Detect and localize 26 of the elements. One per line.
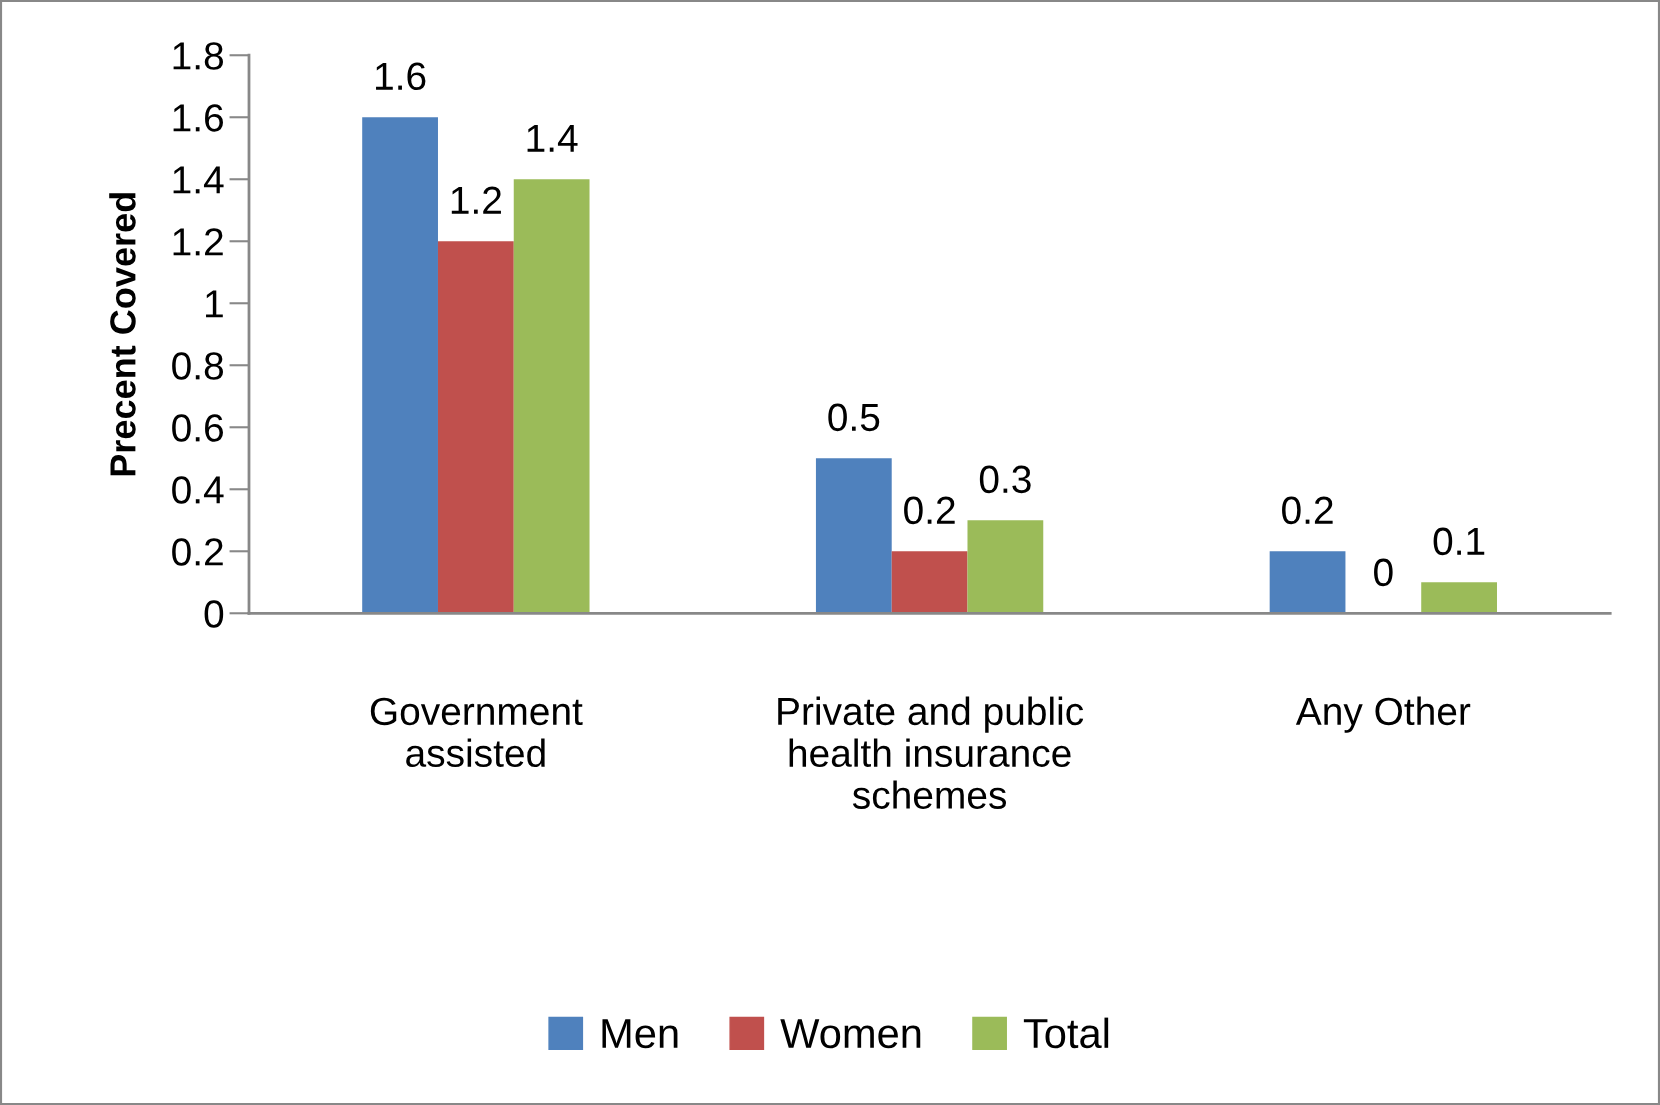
y-tick-label: 1.2 [173, 228, 223, 256]
data-label: 1.2 [451, 186, 501, 214]
y-tick-label: 0.2 [172, 538, 223, 566]
data-label: 0.2 [904, 496, 955, 525]
y-tick-label: 1.6 [173, 104, 223, 132]
y-tick-label: 1.4 [173, 166, 224, 194]
legend-label: Men [602, 1019, 678, 1049]
legend-label: Women [780, 1019, 921, 1049]
y-tick-label: 0.8 [172, 352, 224, 380]
x-tick-label: Any Other [1295, 696, 1471, 733]
y-tick-label: 0.4 [172, 476, 224, 504]
legend-label: Total [1023, 1017, 1109, 1049]
y-tick-label: 1.8 [173, 42, 224, 70]
x-tick-label: Government assisted [370, 697, 583, 768]
data-label: 1.6 [376, 62, 426, 91]
data-label: 0 [1374, 558, 1393, 587]
y-tick-label: 1 [206, 290, 223, 318]
x-tick-label: Private and public health insurance schemes [778, 696, 1084, 809]
data-label: 0.5 [828, 403, 880, 432]
y-axis-title: Precent Covered [109, 193, 136, 476]
data-label: 0.3 [979, 465, 1031, 494]
data-label: 0.1 [1433, 527, 1485, 556]
data-label: 0.2 [1282, 496, 1333, 525]
y-tick-label: 0 [204, 600, 224, 628]
data-label: 1.4 [527, 124, 578, 152]
y-tick-label: 0.6 [172, 414, 223, 442]
